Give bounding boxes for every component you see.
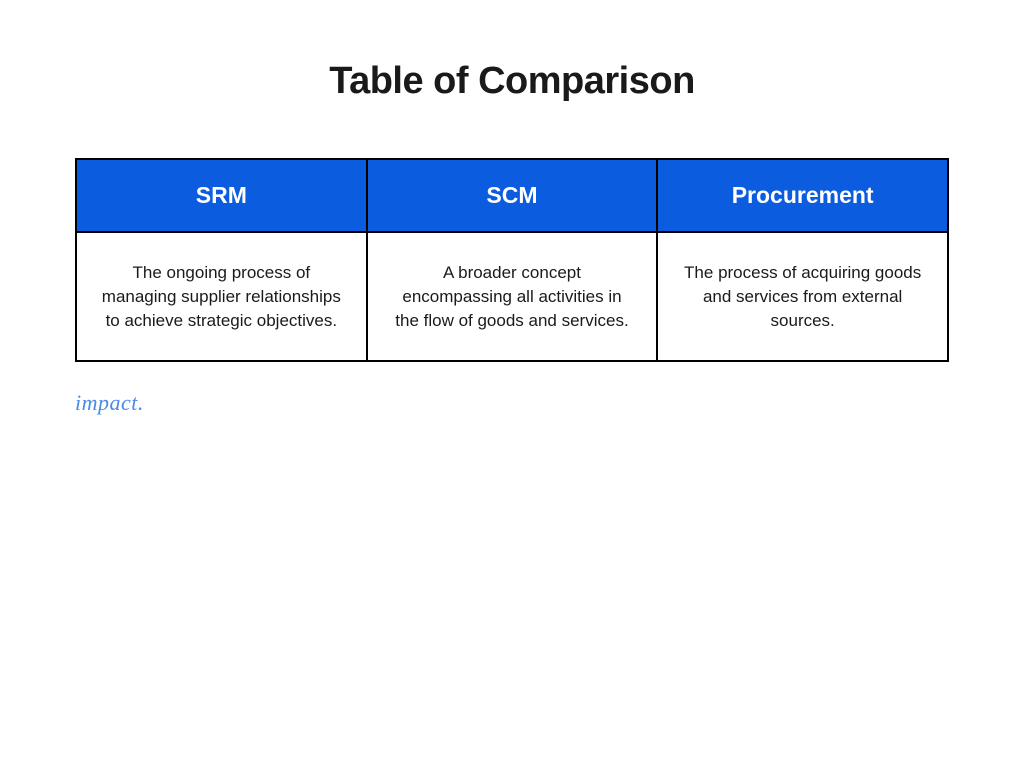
table-header-srm: SRM — [76, 159, 367, 232]
logo-text: impact. — [75, 390, 949, 416]
table-cell-scm: A broader concept encompassing all activ… — [367, 232, 658, 361]
table-header-procurement: Procurement — [657, 159, 948, 232]
table-header-row: SRM SCM Procurement — [76, 159, 948, 232]
table-row: The ongoing process of managing supplier… — [76, 232, 948, 361]
table-cell-srm: The ongoing process of managing supplier… — [76, 232, 367, 361]
page-title: Table of Comparison — [75, 60, 949, 103]
table-cell-procurement: The process of acquiring goods and servi… — [657, 232, 948, 361]
table-header-scm: SCM — [367, 159, 658, 232]
comparison-table: SRM SCM Procurement The ongoing process … — [75, 158, 949, 362]
